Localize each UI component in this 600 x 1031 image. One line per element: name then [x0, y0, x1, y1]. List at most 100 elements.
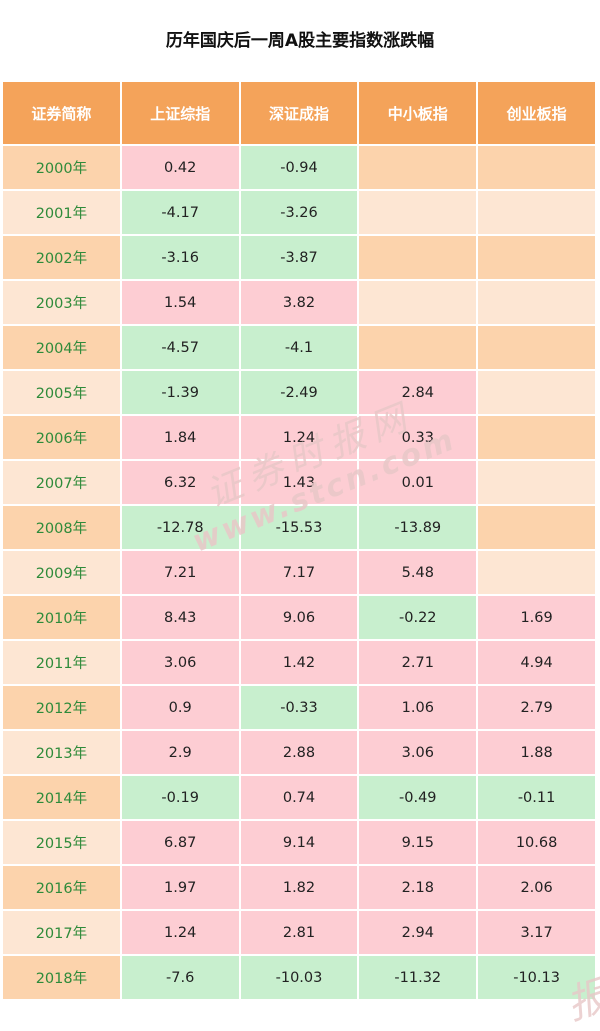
year-cell: 2009年 [3, 551, 120, 594]
year-cell: 2004年 [3, 326, 120, 369]
value-cell: 0.01 [359, 461, 477, 504]
value-cell: 2.81 [240, 911, 358, 954]
value-cell: -4.17 [121, 191, 239, 234]
value-cell: -0.11 [478, 776, 595, 819]
value-cell: 7.21 [121, 551, 239, 594]
year-cell: 2006年 [3, 416, 120, 459]
table-row: 2010年 8.43 9.06 -0.22 1.69 [3, 596, 595, 639]
value-cell: 2.9 [121, 731, 239, 774]
value-cell: 2.88 [240, 731, 358, 774]
value-cell: 1.84 [121, 416, 239, 459]
value-cell: -10.13 [478, 956, 595, 999]
column-header-2: 深证成指 [240, 82, 358, 144]
table-row: 2012年 0.9 -0.33 1.06 2.79 [3, 686, 595, 729]
empty-cell [359, 191, 477, 234]
empty-cell [478, 551, 595, 594]
value-cell: -0.49 [359, 776, 477, 819]
header-row: 证券简称 上证综指 深证成指 中小板指 创业板指 [3, 82, 595, 144]
year-cell: 2000年 [3, 146, 120, 189]
value-cell: 1.54 [121, 281, 239, 324]
year-cell: 2014年 [3, 776, 120, 819]
value-cell: 2.79 [478, 686, 595, 729]
year-cell: 2018年 [3, 956, 120, 999]
empty-cell [478, 326, 595, 369]
table-row: 2016年 1.97 1.82 2.18 2.06 [3, 866, 595, 909]
year-cell: 2005年 [3, 371, 120, 414]
year-cell: 2007年 [3, 461, 120, 504]
table-row: 2015年 6.87 9.14 9.15 10.68 [3, 821, 595, 864]
empty-cell [478, 281, 595, 324]
empty-cell [478, 506, 595, 549]
value-cell: -3.26 [240, 191, 358, 234]
value-cell: 1.43 [240, 461, 358, 504]
empty-cell [359, 236, 477, 279]
value-cell: -15.53 [240, 506, 358, 549]
value-cell: 2.06 [478, 866, 595, 909]
value-cell: -3.16 [121, 236, 239, 279]
value-cell: -0.33 [240, 686, 358, 729]
table-row: 2017年 1.24 2.81 2.94 3.17 [3, 911, 595, 954]
chart-title: 历年国庆后一周A股主要指数涨跌幅 [165, 31, 435, 51]
table-row: 2005年 -1.39 -2.49 2.84 [3, 371, 595, 414]
empty-cell [478, 461, 595, 504]
empty-cell [359, 326, 477, 369]
empty-cell [478, 191, 595, 234]
value-cell: 8.43 [121, 596, 239, 639]
value-cell: 2.18 [359, 866, 477, 909]
value-cell: 4.94 [478, 641, 595, 684]
table-row: 2008年 -12.78 -15.53 -13.89 [3, 506, 595, 549]
table-row: 2000年 0.42 -0.94 [3, 146, 595, 189]
index-change-table: 证券简称 上证综指 深证成指 中小板指 创业板指 2000年 0.42 -0.94 2001年… [1, 80, 597, 1001]
value-cell: 5.48 [359, 551, 477, 594]
value-cell: 2.84 [359, 371, 477, 414]
value-cell: -0.22 [359, 596, 477, 639]
year-cell: 2010年 [3, 596, 120, 639]
value-cell: -4.57 [121, 326, 239, 369]
table-row: 2007年 6.32 1.43 0.01 [3, 461, 595, 504]
value-cell: 3.06 [359, 731, 477, 774]
empty-cell [478, 371, 595, 414]
value-cell: -0.94 [240, 146, 358, 189]
year-cell: 2011年 [3, 641, 120, 684]
table-row: 2001年 -4.17 -3.26 [3, 191, 595, 234]
value-cell: -2.49 [240, 371, 358, 414]
table-row: 2004年 -4.57 -4.1 [3, 326, 595, 369]
value-cell: 6.32 [121, 461, 239, 504]
year-cell: 2015年 [3, 821, 120, 864]
empty-cell [359, 146, 477, 189]
value-cell: 2.71 [359, 641, 477, 684]
value-cell: 1.42 [240, 641, 358, 684]
value-cell: -4.1 [240, 326, 358, 369]
column-header-4: 创业板指 [478, 82, 595, 144]
value-cell: 10.68 [478, 821, 595, 864]
value-cell: 0.42 [121, 146, 239, 189]
value-cell: 3.82 [240, 281, 358, 324]
year-cell: 2001年 [3, 191, 120, 234]
column-header-name: 证券简称 [3, 82, 120, 144]
year-cell: 2017年 [3, 911, 120, 954]
empty-cell [478, 236, 595, 279]
value-cell: 1.24 [121, 911, 239, 954]
value-cell: -11.32 [359, 956, 477, 999]
value-cell: 9.15 [359, 821, 477, 864]
value-cell: 1.82 [240, 866, 358, 909]
table-row: 2006年 1.84 1.24 0.33 [3, 416, 595, 459]
year-cell: 2003年 [3, 281, 120, 324]
year-cell: 2002年 [3, 236, 120, 279]
value-cell: -10.03 [240, 956, 358, 999]
value-cell: 1.97 [121, 866, 239, 909]
value-cell: 6.87 [121, 821, 239, 864]
table-row: 2009年 7.21 7.17 5.48 [3, 551, 595, 594]
table-row: 2018年 -7.6 -10.03 -11.32 -10.13 [3, 956, 595, 999]
value-cell: 1.24 [240, 416, 358, 459]
table-row: 2003年 1.54 3.82 [3, 281, 595, 324]
year-cell: 2012年 [3, 686, 120, 729]
value-cell: 2.94 [359, 911, 477, 954]
table-row: 2011年 3.06 1.42 2.71 4.94 [3, 641, 595, 684]
value-cell: 1.06 [359, 686, 477, 729]
value-cell: 9.06 [240, 596, 358, 639]
value-cell: 1.69 [478, 596, 595, 639]
empty-cell [478, 416, 595, 459]
value-cell: -13.89 [359, 506, 477, 549]
value-cell: 1.88 [478, 731, 595, 774]
